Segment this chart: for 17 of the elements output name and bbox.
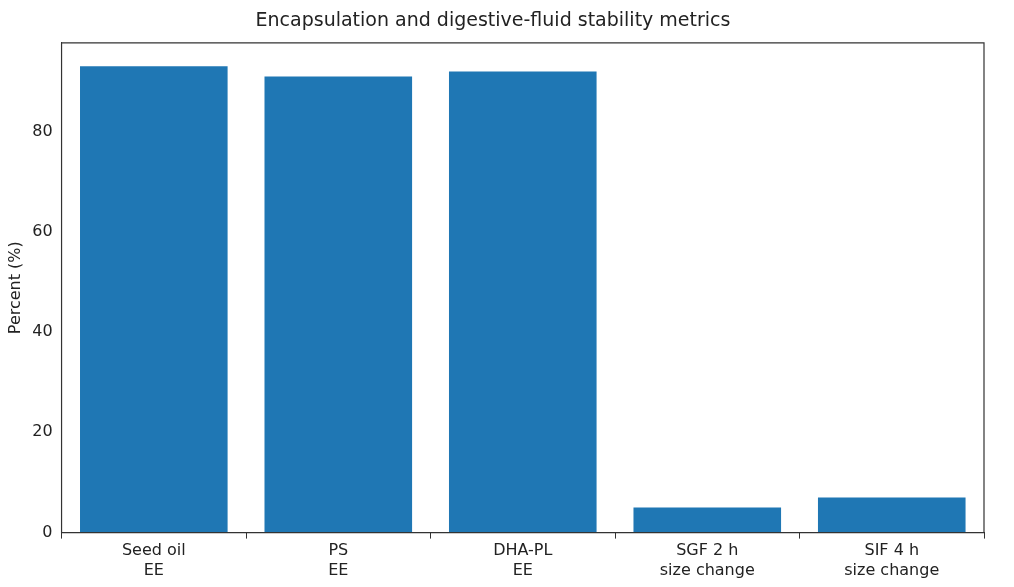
y-tick-label: 60 — [32, 220, 53, 240]
bar — [448, 71, 597, 533]
y-tick-label: 80 — [32, 120, 53, 140]
x-tick-label: DHA-PL EE — [493, 540, 553, 579]
y-axis-title: Percent (%) — [4, 241, 24, 335]
bar — [817, 497, 966, 533]
bar — [633, 507, 782, 533]
x-tick-label: PS EE — [328, 540, 349, 579]
x-tick-label: Seed oil EE — [121, 540, 186, 579]
y-tick-label: 40 — [32, 321, 53, 341]
y-tick-label: 0 — [42, 521, 53, 541]
x-tick-label: SIF 4 h size change — [844, 540, 940, 579]
bar — [264, 76, 413, 533]
chart-title: Encapsulation and digestive-fluid stability metrics — [255, 8, 731, 31]
bar — [80, 66, 228, 533]
y-tick-label: 20 — [32, 421, 53, 441]
x-tick-label: SGF 2 h size change — [659, 540, 755, 579]
